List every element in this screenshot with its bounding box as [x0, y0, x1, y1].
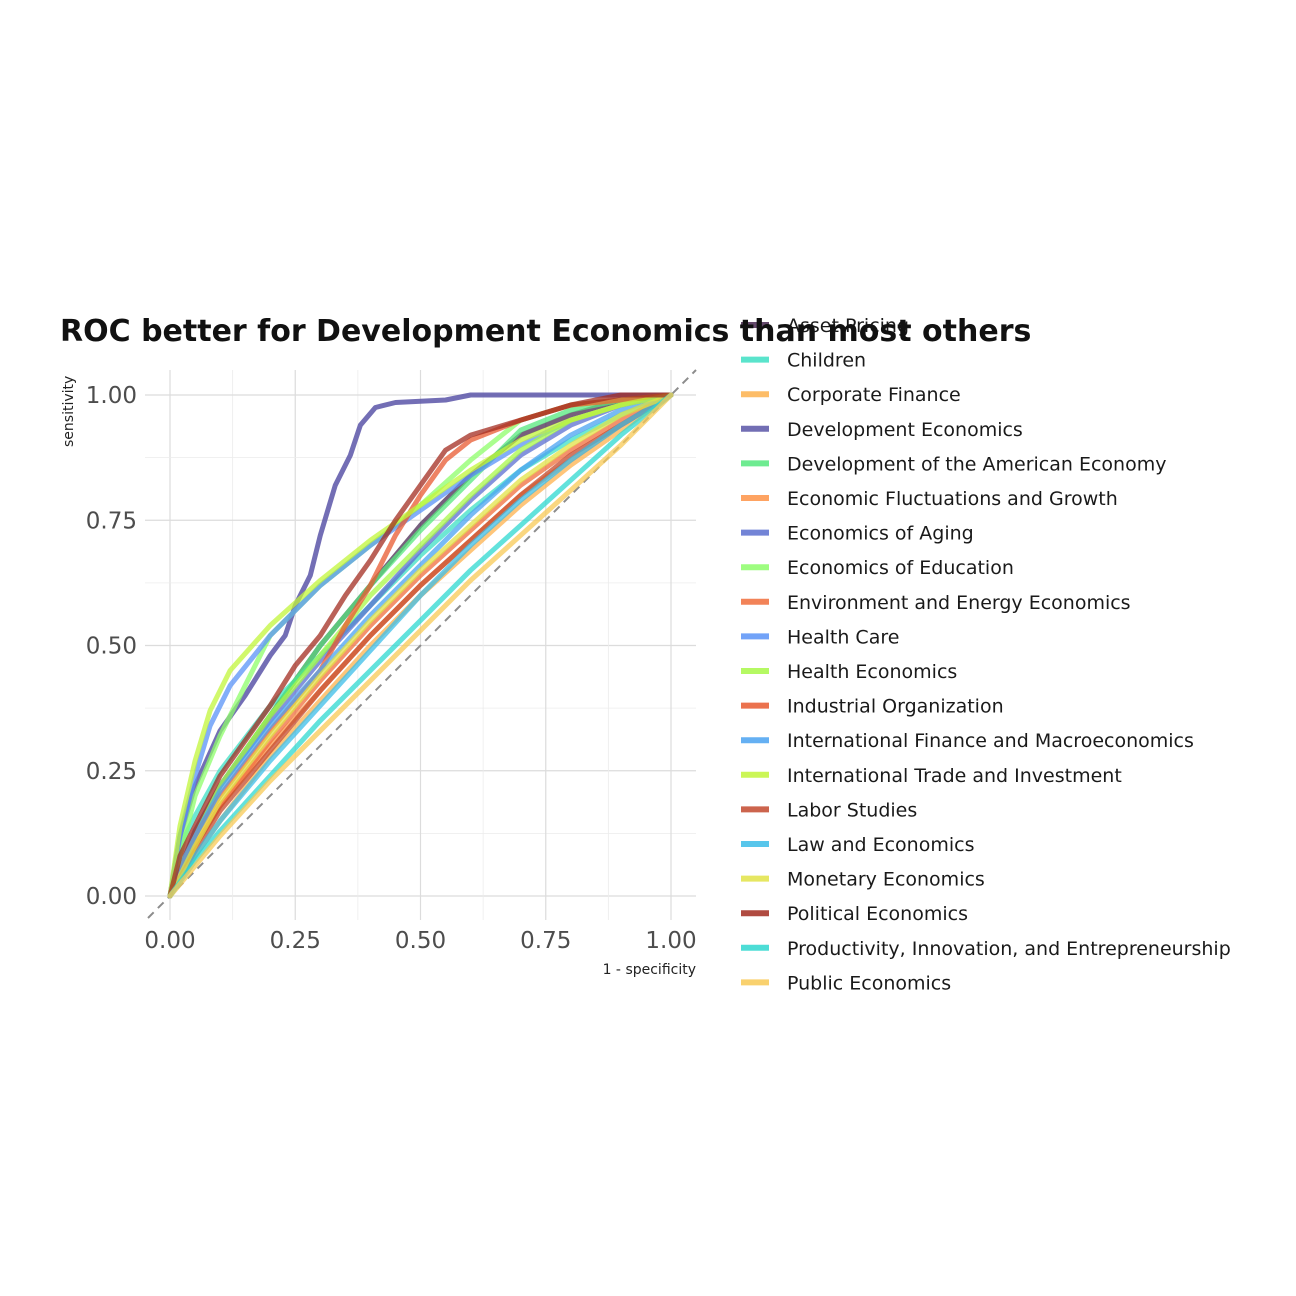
legend-label: Labor Studies	[787, 799, 917, 821]
chart-title: ROC better for Development Economics tha…	[60, 314, 1031, 349]
series-line-13	[167, 392, 674, 899]
legend-label: International Finance and Macroeconomics	[787, 730, 1194, 752]
x-tick-label: 1.00	[645, 928, 696, 954]
y-tick-label: 0.50	[86, 634, 137, 660]
legend-label: Environment and Energy Economics	[787, 592, 1131, 614]
y-tick-label: 0.00	[86, 884, 137, 910]
series-line-12	[167, 392, 674, 899]
series-line-19	[167, 392, 674, 899]
legend-label: Productivity, Innovation, and Entreprene…	[787, 938, 1231, 960]
legend-label: Health Economics	[787, 661, 957, 683]
y-axis-label: sensitivity	[61, 376, 77, 447]
x-tick-label: 0.50	[395, 928, 446, 954]
legend-label: Economic Fluctuations and Growth	[787, 488, 1118, 510]
series-line-14	[167, 392, 674, 899]
x-axis-label: 1 - specificity	[603, 962, 696, 978]
y-tick-label: 0.25	[86, 759, 137, 785]
y-tick-label: 0.75	[86, 508, 137, 534]
legend-label: Economics of Education	[787, 557, 1014, 579]
legend-label: Industrial Organization	[787, 696, 1004, 718]
legend-label: Development Economics	[787, 419, 1023, 441]
x-tick-label: 0.75	[520, 928, 571, 954]
legend-label: Children	[787, 350, 866, 372]
legend-label: Public Economics	[787, 972, 951, 994]
legend-label: Political Economics	[787, 903, 968, 925]
series-lines	[167, 392, 674, 899]
x-tick-label: 0.25	[270, 928, 321, 954]
legend: Asset Pricing Children Corporate Finance De…	[741, 315, 1231, 994]
series-line-18	[167, 392, 674, 899]
axis-ticks: 0.00 0.25 0.50 0.75 1.00 0.00 0.25 0.50 0.75 1.00	[86, 383, 697, 954]
legend-label: International Trade and Investment	[787, 765, 1122, 787]
x-tick-label: 0.00	[144, 928, 195, 954]
y-tick-label: 1.00	[86, 383, 137, 409]
legend-label: Monetary Economics	[787, 869, 985, 891]
legend-label: Corporate Finance	[787, 384, 961, 406]
legend-label: Law and Economics	[787, 834, 974, 856]
series-line-16	[167, 392, 674, 899]
legend-label: Development of the American Economy	[787, 453, 1166, 475]
series-line-15	[167, 392, 674, 899]
legend-label: Health Care	[787, 626, 899, 648]
legend-label: Asset Pricing	[787, 315, 909, 337]
legend-label: Economics of Aging	[787, 523, 974, 545]
series-line-17	[167, 392, 674, 899]
